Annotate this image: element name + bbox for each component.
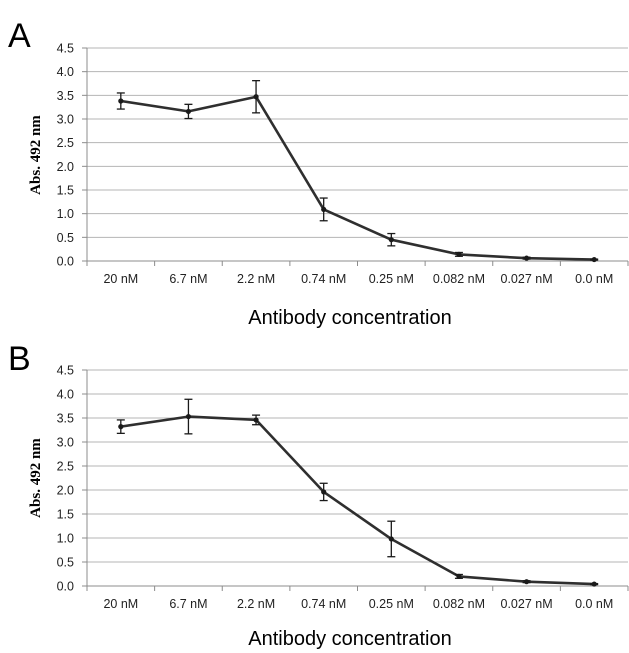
- y-tick-label: 3.0: [57, 436, 74, 450]
- x-tick-label: 0.027 nM: [501, 272, 553, 286]
- y-tick-label: 1.5: [57, 184, 74, 198]
- y-tick-label: 2.0: [57, 160, 74, 174]
- y-tick-label: 2.5: [57, 460, 74, 474]
- x-tick-label: 0.0 nM: [575, 597, 613, 611]
- y-tick-label: 2.0: [57, 484, 74, 498]
- data-point: [321, 489, 326, 494]
- data-point: [253, 94, 258, 99]
- y-tick-label: 3.5: [57, 412, 74, 426]
- x-tick-label: 0.74 nM: [301, 597, 346, 611]
- chart-panel-b: B 0.0 0.5 1.0 1.5 2.0 2.5 3.0 3.5 4.0 4.5 20 nM 6.7 …: [8, 340, 628, 650]
- y-tick-label: 1.0: [57, 207, 74, 221]
- y-tick-label: 0.5: [57, 556, 74, 570]
- y-tick-label: 1.0: [57, 532, 74, 546]
- panel-letter: B: [8, 340, 31, 378]
- data-point: [456, 252, 461, 257]
- x-tick-label: 2.2 nM: [237, 272, 275, 286]
- x-tick-label: 0.027 nM: [501, 597, 553, 611]
- x-tick-label: 0.082 nM: [433, 597, 485, 611]
- y-axis-label: Abs. 492 nm: [28, 438, 44, 518]
- data-point: [389, 536, 394, 541]
- y-tick-label: 4.5: [57, 364, 74, 378]
- data-point: [118, 424, 123, 429]
- x-tick-label: 0.74 nM: [301, 272, 346, 286]
- data-point: [186, 109, 191, 114]
- x-tick-label: 6.7 nM: [169, 272, 207, 286]
- y-tick-label: 3.5: [57, 89, 74, 103]
- panel-letter: A: [8, 17, 31, 55]
- y-tick-label: 0.0: [57, 255, 74, 269]
- data-point: [592, 257, 597, 262]
- y-tick-label: 1.5: [57, 508, 74, 522]
- x-tick-label: 0.0 nM: [575, 272, 613, 286]
- x-tick-label: 2.2 nM: [237, 597, 275, 611]
- y-tick-label: 4.0: [57, 65, 74, 79]
- chart-panel-a: A 0.0 0.5 1.0 1.5 2.0 2.5 3.0 3.5 4.0 4.5 20 nM 6.7 …: [8, 17, 628, 329]
- x-tick-label: 0.25 nM: [369, 272, 414, 286]
- x-axis-label: Antibody concentration: [248, 628, 451, 650]
- data-point: [321, 207, 326, 212]
- x-tick-label: 0.082 nM: [433, 272, 485, 286]
- data-point: [524, 579, 529, 584]
- data-point: [186, 414, 191, 419]
- y-tick-label: 4.0: [57, 388, 74, 402]
- y-axis-label: Abs. 492 nm: [28, 115, 44, 195]
- data-point: [524, 256, 529, 261]
- x-tick-label: 20 nM: [103, 272, 138, 286]
- x-tick-label: 6.7 nM: [169, 597, 207, 611]
- series-line: [121, 97, 594, 260]
- y-tick-label: 4.5: [57, 42, 74, 56]
- y-tick-label: 3.0: [57, 113, 74, 127]
- y-tick-label: 0.5: [57, 231, 74, 245]
- data-point: [389, 237, 394, 242]
- data-point: [456, 574, 461, 579]
- x-axis-label: Antibody concentration: [248, 307, 451, 329]
- x-tick-label: 0.25 nM: [369, 597, 414, 611]
- x-tick-label: 20 nM: [103, 597, 138, 611]
- data-point: [592, 581, 597, 586]
- y-tick-label: 0.0: [57, 580, 74, 594]
- data-point: [118, 98, 123, 103]
- y-tick-label: 2.5: [57, 136, 74, 150]
- data-point: [253, 417, 258, 422]
